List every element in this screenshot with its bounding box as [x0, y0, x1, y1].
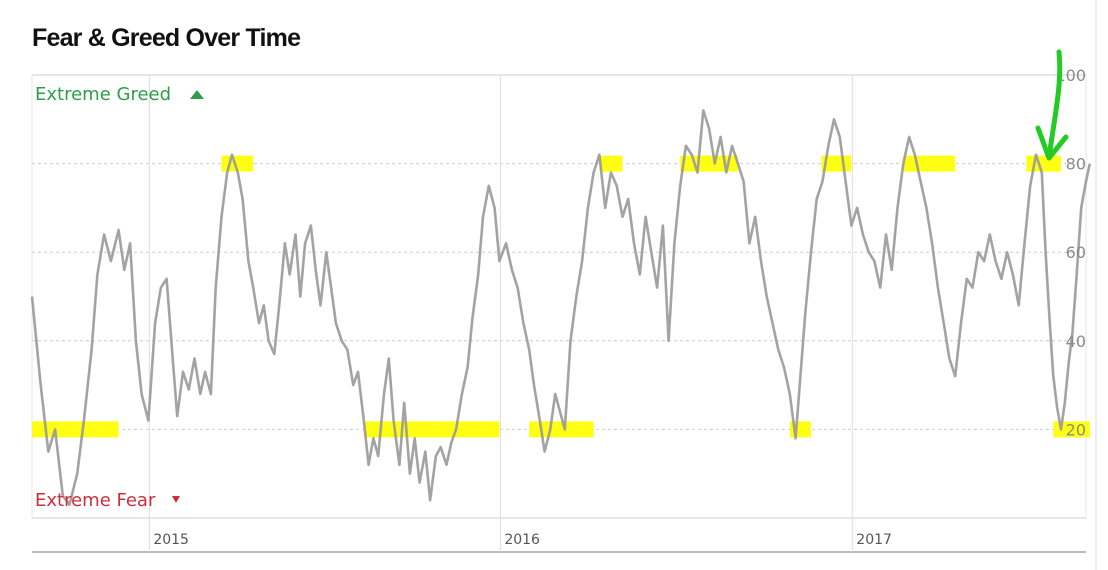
xtick-label-2015: 2015: [153, 532, 189, 548]
xtick-label-2016: 2016: [504, 532, 540, 548]
highlight-3: [529, 421, 594, 438]
grid-layer: [31, 0, 1097, 570]
fear-triangle-icon: [172, 496, 180, 503]
highlight-9: [1026, 155, 1061, 172]
greed-triangle-icon: [190, 90, 204, 99]
ytick-label-40: 40: [1066, 332, 1086, 351]
arrow-head-icon: [1035, 125, 1069, 161]
series-layer: [30, 109, 1092, 506]
highlight-8: [903, 155, 956, 172]
highlight-2: [363, 421, 500, 438]
annotation-layer: [1035, 49, 1069, 161]
chart-title: Fear & Greed Over Time: [32, 24, 301, 52]
ytick-label-80: 80: [1066, 155, 1086, 174]
ytick-label-100: 100: [1055, 66, 1086, 85]
highlight-layer: [32, 155, 1090, 438]
ytick-label-20: 20: [1066, 420, 1086, 439]
arrow-shaft: [1047, 49, 1063, 153]
label-layer: 20 40 60 80 100 2015 2016 2017 Extreme Greed Extr…: [35, 66, 1086, 548]
extreme-fear-label: Extreme Fear: [35, 490, 156, 511]
ytick-label-60: 60: [1066, 243, 1086, 262]
highlight-4: [599, 155, 623, 172]
series-line: [30, 109, 1092, 506]
xtick-label-2017: 2017: [856, 532, 892, 548]
extreme-greed-label: Extreme Greed: [35, 84, 171, 105]
